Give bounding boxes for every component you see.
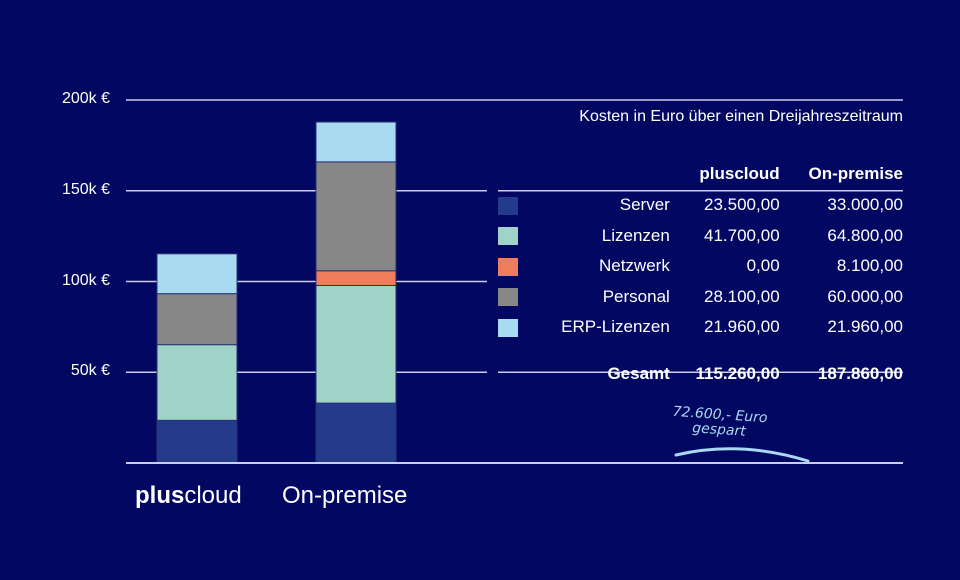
x-label-bold: plus [135,482,185,509]
legend-swatch-cell [498,282,528,313]
total-row: Gesamt 115.260,00 187.860,00 [498,357,903,391]
value-on-premise: 60.000,00 [827,286,903,306]
legend-swatch-cell [498,221,528,252]
y-tick-label: 50k € [70,362,110,380]
bar-segment-server [156,419,238,464]
underline-stroke [674,447,810,463]
value-pluscloud: 28.100,00 [704,286,780,306]
legend-swatch-cell [498,251,528,282]
table-header-row: pluscloud On-premise [498,164,903,190]
header-on-premise: On-premise [808,164,903,183]
bar-segment-erp-lizenzen [156,253,238,295]
x-label-on-premise: On-premise [282,482,408,509]
row-label: Server [619,195,670,215]
bar-segment-personal [315,161,397,272]
bar-segment-netzwerk [315,270,397,286]
y-tick-label: 100k € [61,271,110,289]
table-row: Netzwerk 0,00 8.100,00 [498,251,903,282]
value-on-premise: 64.800,00 [827,225,903,245]
value-on-premise: 21.960,00 [827,317,903,337]
bar-segment-server [315,402,397,464]
value-pluscloud: 23.500,00 [704,195,780,215]
bar-segment-personal [156,293,238,346]
table-row: ERP-Lizenzen 21.960,00 21.960,00 [498,312,903,343]
legend-swatch [498,257,518,276]
table-row: Personal 28.100,00 60.000,00 [498,282,903,313]
legend-swatch [498,288,518,307]
cost-table: pluscloud On-premise Server 23.500,00 33… [498,164,903,391]
legend-swatch-cell [498,190,528,221]
legend-swatch [498,227,518,246]
bar-segment-erp-lizenzen [315,121,397,163]
legend-swatch [498,196,518,215]
total-label: Gesamt [607,363,670,383]
table-row: Server 23.500,00 33.000,00 [498,190,903,221]
table-row: Lizenzen 41.700,00 64.800,00 [498,221,903,252]
bar-segment-lizenzen [315,284,397,404]
value-pluscloud: 0,00 [746,256,780,276]
value-pluscloud: 41.700,00 [704,225,780,245]
y-tick-label: 150k € [61,180,110,198]
total-pluscloud: 115.260,00 [695,363,780,383]
row-label: ERP-Lizenzen [561,317,670,337]
chart-title: Kosten in Euro über einen Dreijahreszeit… [579,108,903,125]
bar-segment-lizenzen [156,344,238,421]
total-on-premise: 187.860,00 [817,363,903,383]
row-label: Netzwerk [598,256,670,276]
value-on-premise: 33.000,00 [827,195,903,215]
spacer-row [498,343,903,357]
row-label: Personal [602,286,670,306]
value-on-premise: 8.100,00 [836,256,903,276]
x-label-rest: cloud [184,482,242,509]
legend-swatch [498,318,518,337]
row-label: Lizenzen [601,225,670,245]
header-pluscloud: pluscloud [699,164,780,183]
legend-swatch-cell [498,312,528,343]
y-tick-label: 200k € [61,90,110,107]
value-pluscloud: 21.960,00 [704,317,780,337]
x-label-pluscloud: pluscloud [135,482,242,510]
